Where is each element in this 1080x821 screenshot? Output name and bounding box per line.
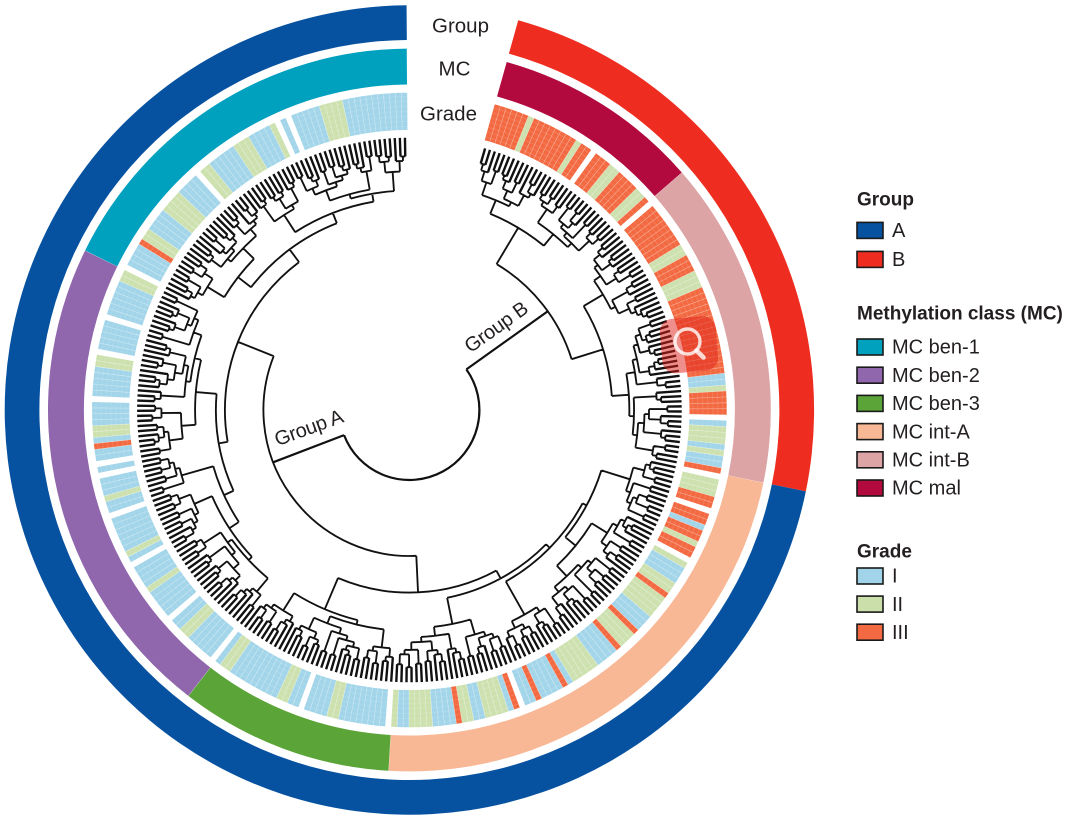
svg-text:MC ben-3: MC ben-3 xyxy=(892,393,980,415)
svg-text:Group: Group xyxy=(432,15,489,38)
svg-text:I: I xyxy=(892,566,898,588)
svg-text:Grade: Grade xyxy=(420,103,477,126)
svg-text:A: A xyxy=(892,220,906,242)
svg-text:Group: Group xyxy=(857,189,914,210)
svg-text:MC ben-1: MC ben-1 xyxy=(892,337,980,359)
svg-text:MC: MC xyxy=(439,58,471,81)
svg-text:III: III xyxy=(892,622,909,644)
svg-text:Grade: Grade xyxy=(857,542,912,563)
svg-text:MC int-B: MC int-B xyxy=(892,450,970,472)
svg-text:Methylation class (MC): Methylation class (MC) xyxy=(857,304,1063,325)
svg-text:II: II xyxy=(892,594,903,616)
svg-text:MC ben-2: MC ben-2 xyxy=(892,365,980,387)
svg-text:MC int-A: MC int-A xyxy=(892,421,970,443)
svg-text:MC mal: MC mal xyxy=(892,478,961,500)
svg-text:B: B xyxy=(892,249,905,271)
